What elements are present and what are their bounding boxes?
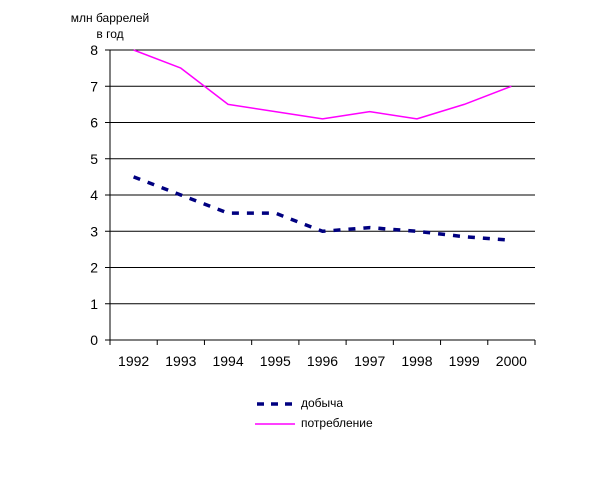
y-tick-label: 7 [90,78,98,94]
legend-label-dobycha: добыча [301,396,344,410]
y-axis-title: млн баррелей в год [62,10,158,42]
x-tick-label: 1993 [165,353,196,369]
y-axis-title-line2: в год [96,27,124,41]
gridlines [110,49,535,305]
x-tick-label: 1997 [354,353,385,369]
y-tick-label: 0 [90,332,98,348]
x-tick-label: 1998 [401,353,432,369]
series-line-1 [133,49,512,120]
x-tick-label: 1992 [118,353,149,369]
y-tick-label: 2 [90,260,98,276]
x-tick-label: 1999 [449,353,480,369]
series-lines [132,49,512,243]
legend-swatch-potreblenie [255,423,295,425]
series-line-0 [132,175,512,243]
tick-labels: 0 1 2 3 4 5 6 7 8 1992 1993 1994 1995 1996 1997 1998 199… [90,42,527,369]
x-tick-label: 2000 [496,353,527,369]
y-axis-title-line1: млн баррелей [70,11,150,25]
x-tick-label: 1994 [212,353,243,369]
x-tick-label: 1995 [260,353,291,369]
y-tick-label: 6 [90,115,98,131]
x-tick-label: 1996 [307,353,338,369]
y-tick-label: 3 [90,223,98,239]
y-tick-label: 4 [90,187,98,203]
y-tick-label: 1 [90,296,98,312]
legend-swatch-dobycha [257,402,293,406]
y-tick-label: 5 [90,151,98,167]
axes [105,49,536,345]
y-tick-label: 8 [90,42,98,58]
legend-label-potreblenie: потребление [301,416,373,430]
